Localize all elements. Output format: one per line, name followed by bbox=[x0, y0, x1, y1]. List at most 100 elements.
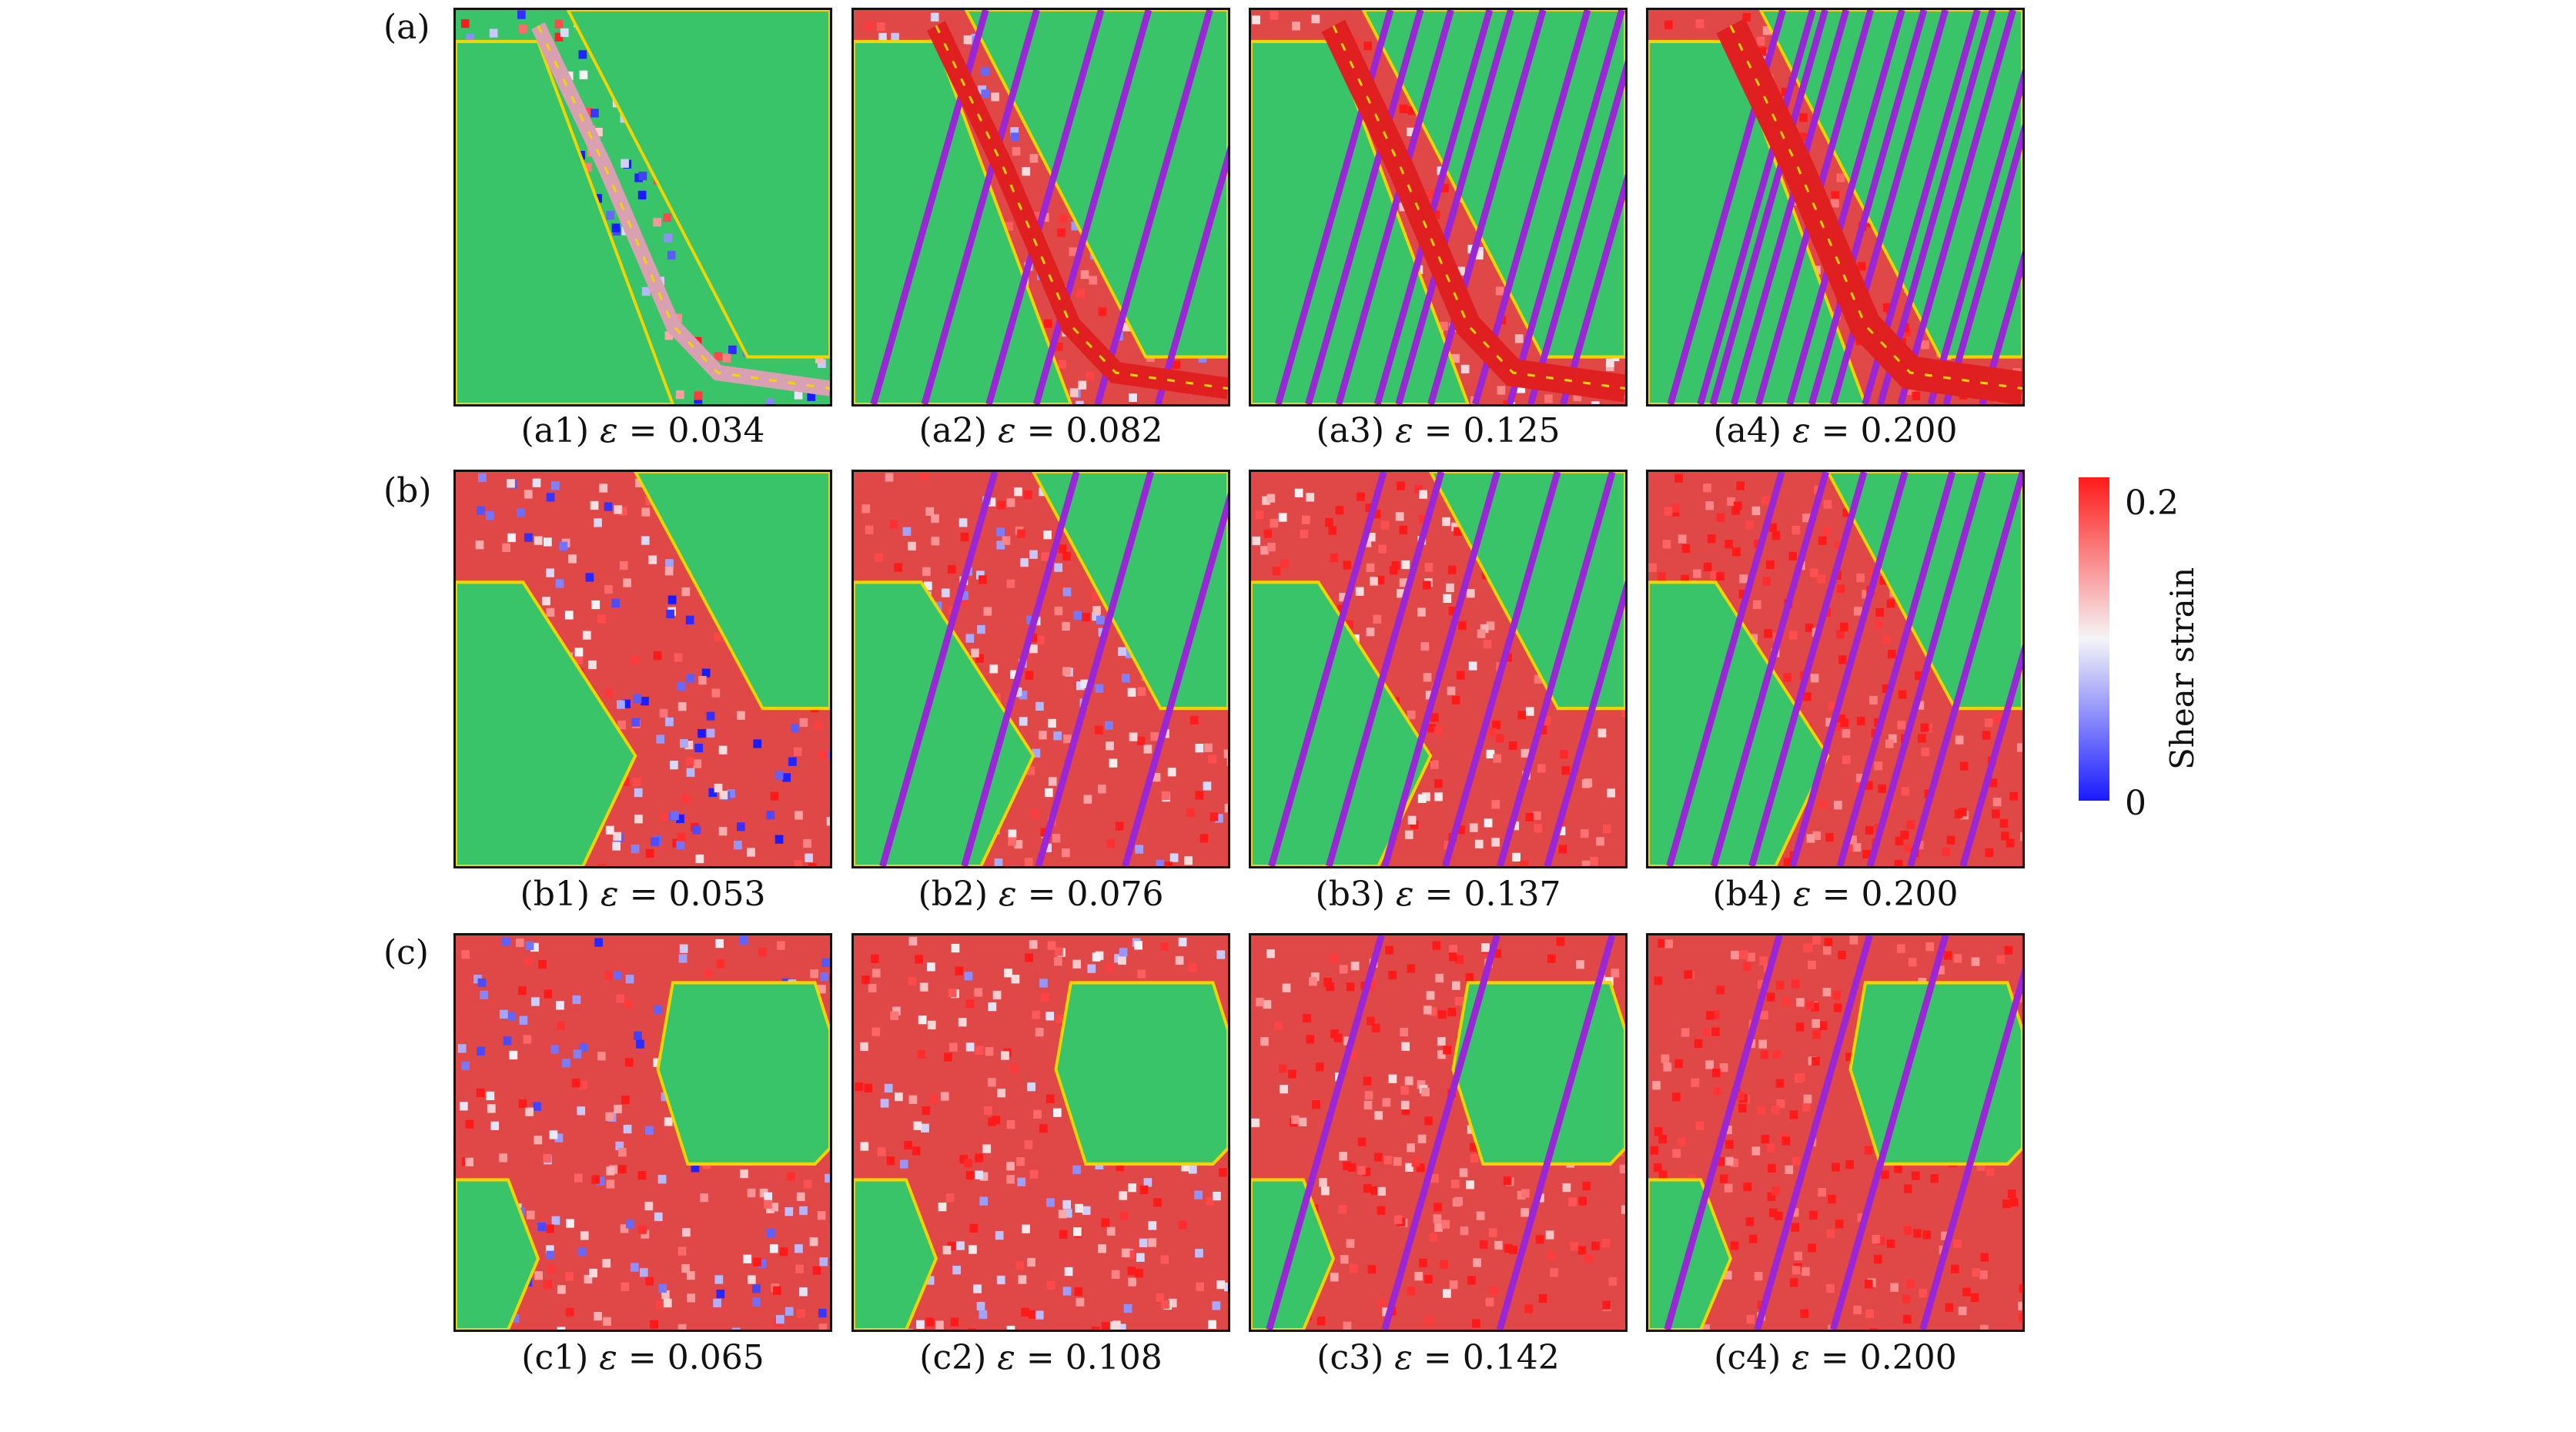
strain-atom-cluster bbox=[1979, 1270, 1988, 1280]
strain-atom-cluster bbox=[1029, 154, 1039, 163]
strain-atom-cluster bbox=[597, 863, 607, 866]
strain-atom-cluster bbox=[1887, 649, 1896, 659]
strain-atom-cluster bbox=[602, 1259, 611, 1268]
strain-atom-cluster bbox=[785, 1307, 794, 1316]
strain-atom-cluster bbox=[1788, 631, 1798, 640]
strain-atom-cluster bbox=[1335, 506, 1344, 515]
strain-atom-cluster bbox=[1802, 1266, 1810, 1276]
strain-atom-cluster bbox=[577, 1247, 587, 1256]
strain-atom-cluster bbox=[1725, 1156, 1734, 1166]
strain-atom-cluster bbox=[633, 694, 642, 704]
strain-atom-cluster bbox=[557, 1021, 565, 1030]
strain-atom-cluster bbox=[1010, 127, 1019, 136]
strain-atom-cluster bbox=[1388, 970, 1397, 980]
strain-atom-cluster bbox=[1339, 593, 1348, 602]
strain-atom-cluster bbox=[1454, 1196, 1464, 1206]
strain-atom-cluster bbox=[1480, 624, 1489, 634]
crystal-grain bbox=[456, 39, 674, 404]
strain-atom-cluster bbox=[1920, 723, 1929, 732]
strain-atom-cluster bbox=[1925, 942, 1935, 952]
panel-b1-image bbox=[456, 472, 830, 866]
crystal-grain bbox=[566, 10, 830, 359]
strain-atom-cluster bbox=[1759, 956, 1768, 965]
strain-atom-cluster bbox=[706, 711, 715, 721]
strain-atom-cluster bbox=[1252, 15, 1260, 25]
strain-atom-cluster bbox=[1378, 544, 1387, 554]
twin-band bbox=[879, 472, 999, 866]
strain-atom-cluster bbox=[1818, 1188, 1827, 1197]
strain-atom-cluster bbox=[1451, 981, 1460, 990]
strain-atom-cluster bbox=[1882, 303, 1892, 312]
strain-atom-cluster bbox=[1058, 1210, 1067, 1219]
strain-atom-cluster bbox=[1832, 990, 1842, 1000]
strain-atom-cluster bbox=[1424, 563, 1434, 572]
strain-atom-cluster bbox=[766, 811, 775, 820]
strain-atom-cluster bbox=[923, 581, 932, 591]
strain-atom-cluster bbox=[1348, 1051, 1357, 1060]
strain-atom-cluster bbox=[1953, 954, 1962, 963]
strain-atom-cluster bbox=[983, 1106, 992, 1116]
strain-atom-cluster bbox=[1161, 791, 1170, 801]
strain-atom-cluster bbox=[1568, 1197, 1577, 1206]
strain-atom-cluster bbox=[1652, 1081, 1661, 1090]
strain-atom-cluster bbox=[1391, 560, 1400, 570]
strain-atom-cluster bbox=[1017, 529, 1025, 538]
strain-atom-cluster bbox=[997, 500, 1006, 510]
panel-a4-image bbox=[1648, 10, 2022, 404]
strain-atom-cluster bbox=[518, 25, 527, 34]
panel-a1-image bbox=[456, 10, 830, 404]
strain-atom-cluster bbox=[1059, 1230, 1068, 1239]
strain-atom-cluster bbox=[625, 1220, 634, 1229]
strain-atom-cluster bbox=[1769, 1208, 1778, 1217]
strain-atom-cluster bbox=[1346, 1239, 1355, 1248]
strain-atom-cluster bbox=[890, 1011, 898, 1021]
strain-atom-cluster bbox=[1054, 563, 1063, 572]
strain-atom-cluster bbox=[1048, 777, 1057, 786]
strain-atom-cluster bbox=[667, 595, 677, 604]
strain-atom-cluster bbox=[594, 194, 603, 203]
shear-strain-colorbar bbox=[2079, 477, 2109, 801]
strain-atom-cluster bbox=[1430, 1173, 1439, 1183]
strain-atom-cluster bbox=[1658, 572, 1666, 581]
strain-atom-cluster bbox=[983, 607, 992, 616]
strain-atom-cluster bbox=[1663, 1062, 1672, 1072]
strain-atom-cluster bbox=[1791, 525, 1801, 535]
strain-atom-cluster bbox=[489, 28, 498, 38]
strain-atom-cluster bbox=[1017, 1177, 1026, 1186]
strain-atom-cluster bbox=[585, 573, 594, 582]
strain-atom-cluster bbox=[594, 518, 602, 527]
strain-atom-cluster bbox=[621, 159, 629, 168]
strain-atom-cluster bbox=[1831, 199, 1839, 208]
strain-atom-cluster bbox=[1058, 544, 1067, 554]
strain-atom-cluster bbox=[1754, 1271, 1763, 1281]
panel-c4 bbox=[1646, 933, 2025, 1332]
strain-atom-cluster bbox=[812, 1266, 821, 1275]
strain-atom-cluster bbox=[1320, 1186, 1330, 1196]
strain-atom-cluster bbox=[538, 960, 547, 969]
strain-atom-cluster bbox=[1903, 1226, 1912, 1235]
strain-atom-cluster bbox=[919, 982, 928, 992]
twin-band bbox=[1381, 935, 1500, 1330]
strain-atom-cluster bbox=[623, 1124, 632, 1134]
strain-atom-cluster bbox=[1315, 1062, 1324, 1072]
strain-atom-cluster bbox=[1345, 620, 1353, 629]
strain-atom-cluster bbox=[677, 1323, 687, 1330]
strain-atom-cluster bbox=[1208, 1320, 1216, 1330]
strain-atom-cluster bbox=[861, 975, 870, 985]
twin-band bbox=[1830, 935, 1949, 1330]
strain-atom-cluster bbox=[728, 345, 737, 355]
strain-atom-cluster bbox=[1006, 1175, 1015, 1184]
strain-atom-cluster bbox=[1454, 996, 1464, 1006]
strain-atom-cluster bbox=[1031, 809, 1040, 818]
strain-atom-cluster bbox=[819, 1257, 828, 1266]
strain-atom-cluster bbox=[654, 1005, 663, 1014]
strain-atom-cluster bbox=[1804, 943, 1813, 952]
strain-atom-cluster bbox=[1484, 818, 1493, 828]
strain-atom-cluster bbox=[1828, 701, 1837, 711]
strain-atom-cluster bbox=[1195, 1249, 1203, 1258]
strain-atom-cluster bbox=[1684, 970, 1693, 979]
strain-atom-cluster bbox=[1343, 560, 1352, 570]
strain-atom-cluster bbox=[1842, 729, 1851, 738]
strain-atom-cluster bbox=[1330, 954, 1339, 963]
strain-atom-cluster bbox=[1491, 838, 1500, 847]
